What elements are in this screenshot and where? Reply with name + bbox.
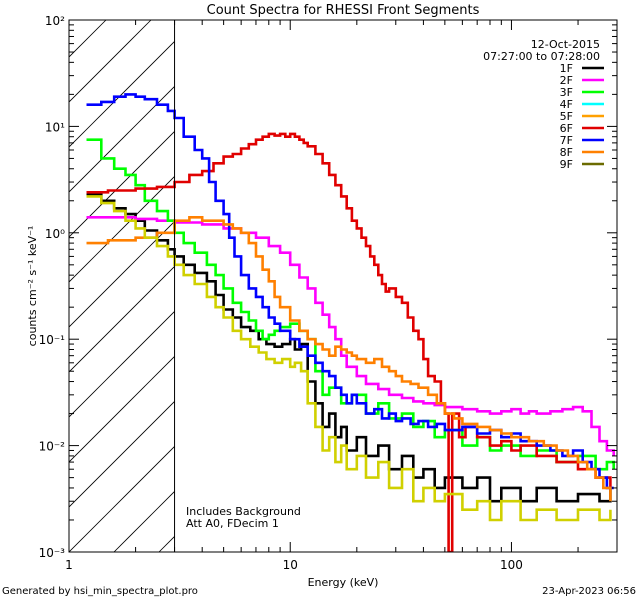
- legend-label: 9F: [560, 158, 573, 171]
- hatch-line: [69, 175, 175, 283]
- legend-label: 7F: [560, 134, 573, 147]
- series-8F: [86, 216, 612, 502]
- legend-date: 12-Oct-2015: [531, 38, 600, 51]
- hatch-line: [294, 20, 640, 552]
- hatch-line: [474, 20, 640, 552]
- legend-label: 2F: [560, 74, 573, 87]
- y-tick-label: 10⁰: [45, 227, 65, 241]
- plot-frame: [68, 19, 618, 553]
- footer-generated-by: Generated by hsi_min_spectra_plot.pro: [2, 586, 198, 597]
- hatch-line: [69, 220, 175, 328]
- legend-label: 5F: [560, 110, 573, 123]
- y-tick-label: 10⁻²: [39, 440, 66, 454]
- hatch-line: [69, 20, 107, 58]
- hatch-line: [519, 20, 640, 552]
- series-1F: [86, 193, 612, 503]
- y-tick-label: 10²: [45, 14, 65, 28]
- y-tick-label: 10⁻³: [39, 546, 66, 560]
- legend-label: 1F: [560, 62, 573, 75]
- chart-title: Count Spectra for RHESSI Front Segments: [207, 3, 480, 18]
- hatch-line: [609, 20, 640, 552]
- hatch-line: [69, 445, 175, 552]
- annotation-background: Includes Background: [186, 505, 301, 518]
- hatch-line: [69, 40, 175, 148]
- series-7F: [86, 93, 614, 490]
- legend-label: 6F: [560, 122, 573, 135]
- shaded-region: [0, 20, 640, 552]
- series-3F: [86, 138, 615, 471]
- x-axis-label: Energy (keV): [308, 576, 379, 589]
- series-6F: [86, 132, 612, 552]
- hatch-line: [69, 130, 175, 238]
- y-tick-label: 10¹: [45, 120, 65, 134]
- hatch-line: [564, 20, 640, 552]
- x-tick-label: 10: [283, 558, 298, 572]
- x-tick-label: 1: [65, 558, 73, 572]
- series-group: [86, 93, 615, 552]
- hatch-line: [204, 20, 640, 552]
- hatch-line: [69, 85, 175, 193]
- hatch-line: [69, 265, 175, 373]
- hatch-line: [0, 20, 16, 552]
- hatch-lines: [0, 20, 640, 552]
- legend-time-range: 07:27:00 to 07:28:00: [483, 50, 600, 63]
- hatch-line: [69, 400, 175, 508]
- legend-label: 3F: [560, 86, 573, 99]
- hatch-line: [69, 20, 152, 103]
- x-tick-label: 100: [500, 558, 523, 572]
- y-tick-label: 10⁻¹: [39, 333, 66, 347]
- series-2F: [86, 216, 615, 456]
- annotation-attenuator: Att A0, FDecim 1: [186, 517, 279, 530]
- axes-group: 1 10 100 10⁻³ 10⁻² 10⁻¹ 10⁰ 10¹ 10²: [39, 14, 618, 572]
- footer-timestamp: 23-Apr-2023 06:56: [542, 586, 636, 597]
- y-axis-label: counts cm⁻² s⁻¹ keV⁻¹: [26, 226, 39, 347]
- series-extra: [86, 195, 612, 522]
- hatch-line: [69, 310, 175, 418]
- legend-label: 4F: [560, 98, 573, 111]
- legend-label: 8F: [560, 146, 573, 159]
- hatch-line: [429, 20, 640, 552]
